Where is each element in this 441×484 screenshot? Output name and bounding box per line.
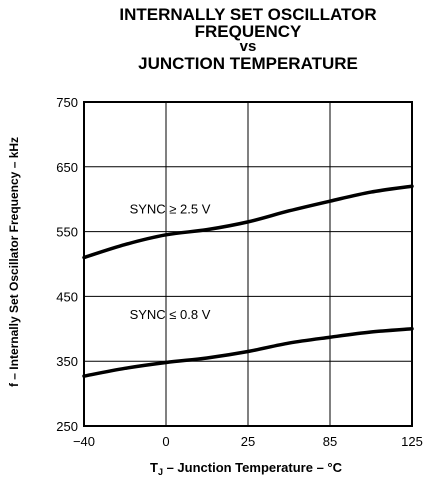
- chart-title: INTERNALLY SET OSCILLATOR FREQUENCY vs J…: [84, 6, 412, 74]
- series-label-1: SYNC ≥ 2.5 V: [130, 201, 211, 216]
- series-labels: SYNC ≥ 2.5 V SYNC ≤ 0.8 V: [130, 201, 211, 322]
- y-axis-label: f – Internally Set Oscillator Frequency …: [7, 137, 21, 387]
- x-axis-label-main: T: [150, 460, 158, 475]
- x-tick-label: 125: [401, 434, 423, 449]
- series-line-1: [82, 184, 414, 260]
- x-tick-labels: −40 0 25 85 125: [73, 434, 423, 449]
- x-axis-label-subscript: J: [158, 467, 163, 477]
- title-line-3: vs: [239, 38, 257, 55]
- y-tick-label: 250: [56, 419, 78, 434]
- x-axis-label-rest: – Junction Temperature – °C: [163, 460, 343, 475]
- y-tick-labels: 250 350 450 550 650 750: [56, 95, 78, 434]
- y-tick-label: 650: [56, 160, 78, 175]
- series-label-2: SYNC ≤ 0.8 V: [130, 307, 211, 322]
- x-tick-label: 0: [162, 434, 169, 449]
- x-tick-label: 25: [241, 434, 255, 449]
- plot-frame: [83, 101, 413, 427]
- x-tick-label: −40: [73, 434, 95, 449]
- x-axis-label: TJ – Junction Temperature – °C: [150, 460, 343, 477]
- title-line-1: INTERNALLY SET OSCILLATOR: [119, 5, 377, 24]
- x-tick-label: 85: [323, 434, 337, 449]
- series-layer: [82, 184, 414, 378]
- y-tick-label: 550: [56, 225, 78, 240]
- title-line-2: FREQUENCY: [194, 22, 302, 41]
- title-line-4: JUNCTION TEMPERATURE: [138, 54, 358, 73]
- y-tick-label: 450: [56, 289, 78, 304]
- grid-layer: [83, 101, 413, 427]
- y-tick-label: 750: [56, 95, 78, 110]
- y-tick-label: 350: [56, 354, 78, 369]
- series-line-2: [82, 327, 414, 378]
